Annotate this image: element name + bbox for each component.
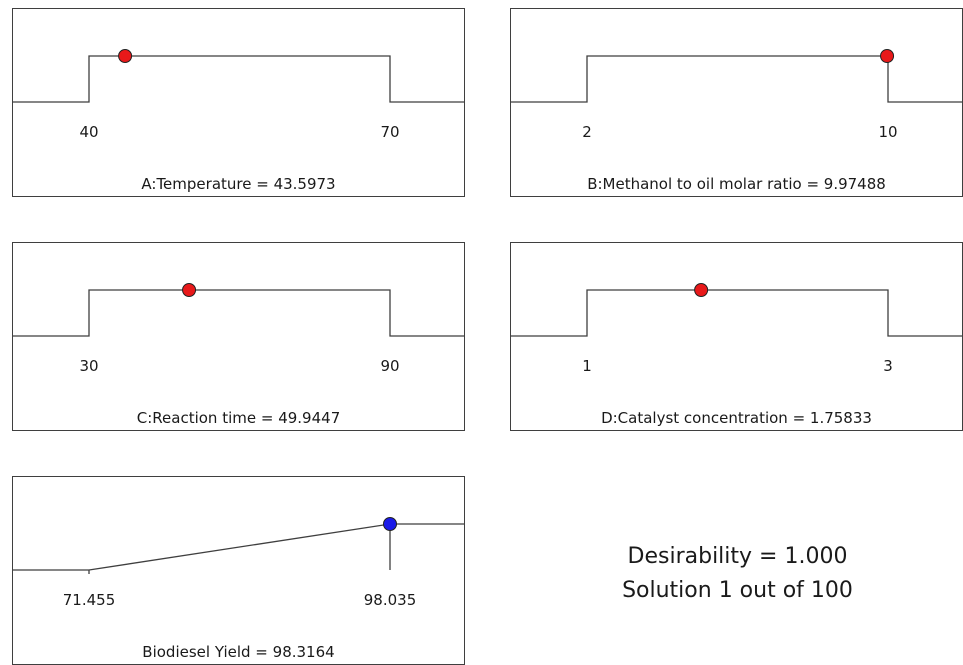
low-limit-label: 40 — [79, 123, 98, 141]
ramp-panel-methanol-ratio: 2 10 B:Methanol to oil molar ratio = 9.97… — [510, 8, 963, 197]
solution-text: Solution 1 out of 100 — [622, 578, 853, 603]
desirability-text: Desirability = 1.000 — [627, 544, 848, 569]
ramp-plot: 30 90 — [13, 283, 464, 375]
ramp-caption: C:Reaction time = 49.9447 — [136, 409, 341, 427]
ramp-caption: D:Catalyst concentration = 1.75833 — [601, 409, 872, 427]
ramp-caption: Biodiesel Yield = 98.3164 — [142, 643, 335, 661]
desirability-curve — [13, 55, 464, 103]
desirability-curve — [511, 289, 962, 337]
ramp-caption: B:Methanol to oil molar ratio = 9.97488 — [587, 175, 886, 193]
ramp-caption: A:Temperature = 43.5973 — [141, 175, 336, 193]
high-limit-label: 10 — [878, 123, 897, 141]
low-limit-label: 30 — [79, 357, 98, 375]
ramp-panel-temperature: 40 70 A:Temperature = 43.5973 — [12, 8, 465, 197]
desirability-curve — [13, 523, 464, 571]
high-limit-label: 90 — [380, 357, 399, 375]
low-limit-label: 71.455 — [63, 591, 116, 609]
low-limit-label: 2 — [582, 123, 592, 141]
solution-point — [383, 517, 397, 531]
desirability-curve — [511, 55, 962, 103]
solution-point — [118, 49, 133, 63]
high-limit-label: 70 — [380, 123, 399, 141]
ramp-plot: 2 10 — [511, 49, 962, 141]
ramp-plot: 40 70 — [13, 49, 464, 141]
ramp-panel-reaction-time: 30 90 C:Reaction time = 49.9447 — [12, 242, 465, 431]
desirability-curve — [13, 289, 464, 337]
solution-point — [880, 49, 895, 63]
ramp-panel-biodiesel-yield: 71.455 98.035 Biodiesel Yield = 98.3164 — [12, 476, 465, 665]
low-limit-label: 1 — [582, 357, 592, 375]
solution-point — [694, 283, 709, 297]
high-limit-label: 3 — [883, 357, 893, 375]
high-limit-label: 98.035 — [364, 591, 417, 609]
solution-point — [182, 283, 197, 297]
ramp-plot: 71.455 98.035 — [13, 517, 464, 609]
